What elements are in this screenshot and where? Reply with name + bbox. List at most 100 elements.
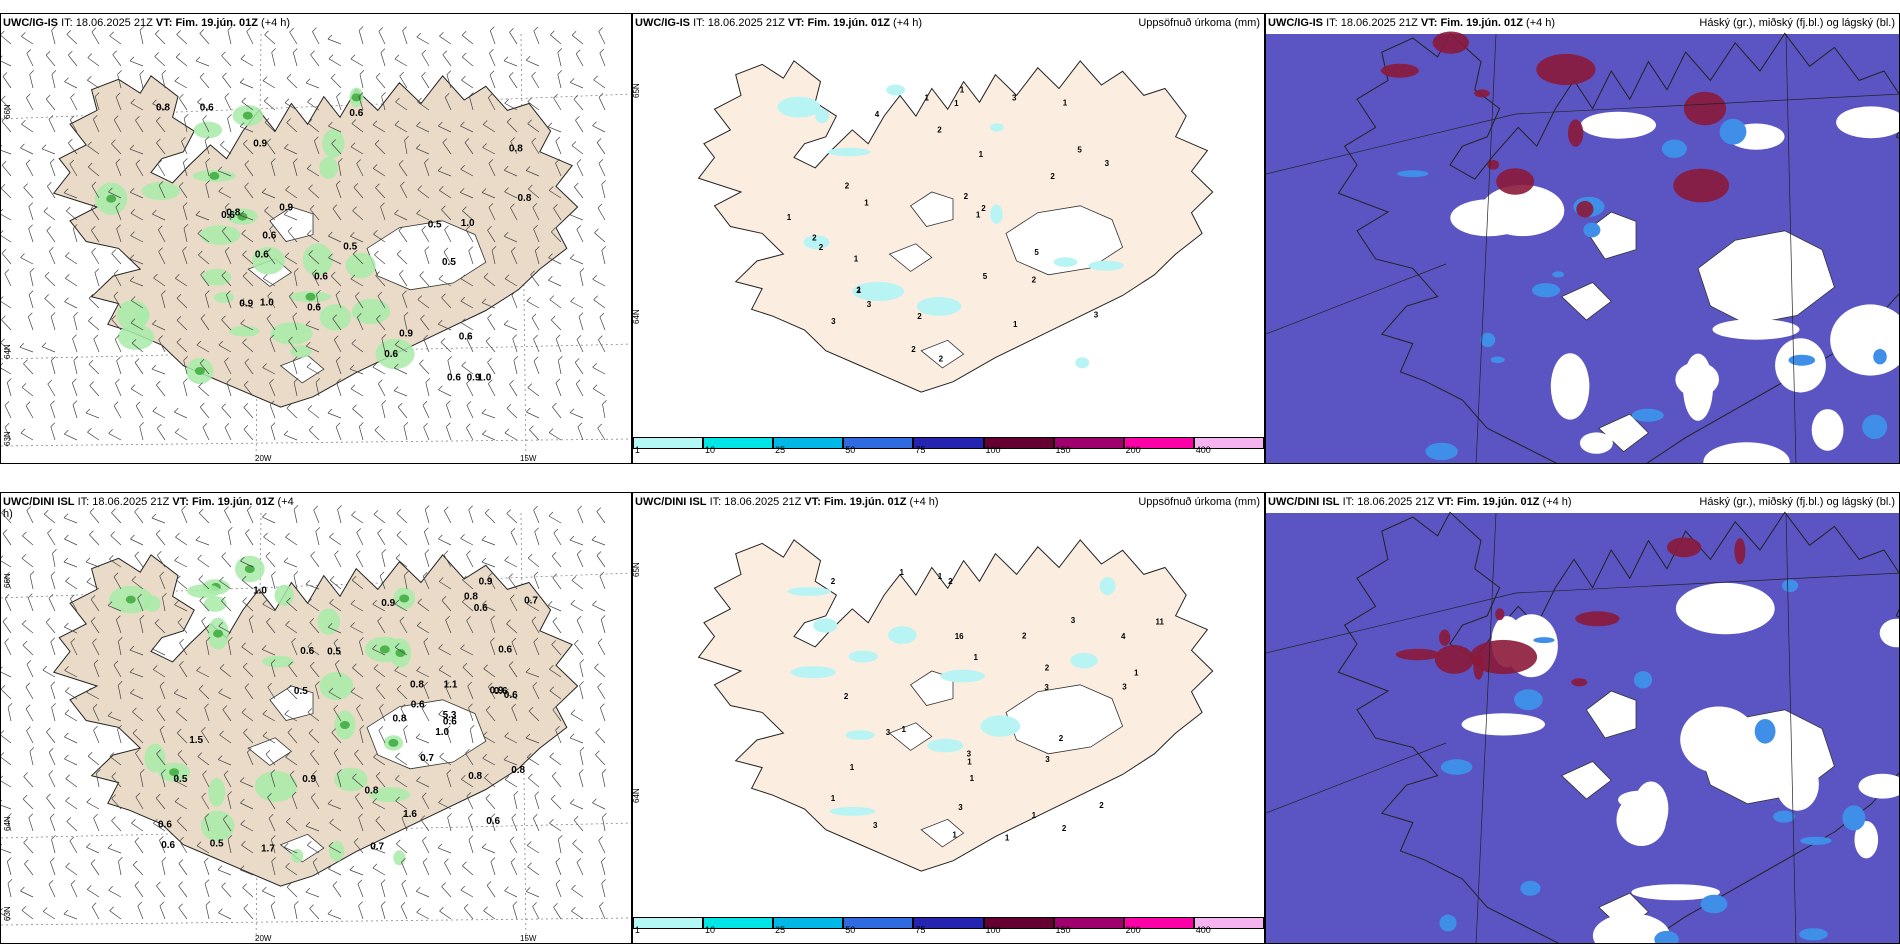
wind-barb bbox=[377, 616, 382, 622]
wind-barb bbox=[569, 412, 584, 419]
wind-barb bbox=[569, 535, 575, 541]
wind-barb bbox=[45, 50, 51, 56]
wind-barb bbox=[577, 505, 582, 511]
wind-barb bbox=[134, 551, 140, 556]
wind-barb bbox=[154, 33, 166, 45]
value-label: 0.9 bbox=[399, 329, 413, 340]
wind-barb bbox=[218, 912, 232, 920]
value-label: 5 bbox=[1077, 146, 1082, 155]
wind-barb bbox=[570, 599, 576, 605]
wind-barb bbox=[71, 382, 78, 397]
precip-area bbox=[319, 672, 354, 701]
wind-barb bbox=[578, 773, 584, 788]
wind-barb bbox=[416, 209, 421, 214]
wind-barb bbox=[468, 813, 473, 819]
glacier-outline bbox=[279, 354, 325, 384]
wind-barb bbox=[592, 278, 606, 287]
wind-barb bbox=[20, 143, 25, 149]
wind-barb bbox=[548, 279, 562, 287]
wind-barb bbox=[223, 770, 229, 776]
wind-barb bbox=[131, 822, 144, 832]
wind-barb bbox=[439, 190, 452, 199]
wind-barb bbox=[130, 538, 144, 546]
wind-barb bbox=[438, 274, 444, 280]
wind-barb bbox=[159, 901, 165, 907]
wind-barb bbox=[25, 708, 34, 722]
wind-barb bbox=[328, 864, 333, 870]
wind-barb bbox=[508, 76, 518, 89]
wind-barb bbox=[307, 405, 313, 410]
wind-barb bbox=[508, 72, 514, 77]
wind-barb bbox=[579, 663, 584, 678]
wind-barb bbox=[447, 360, 452, 375]
panel-title: Háský (gr.), miðský (fj.bl.) og lágský (… bbox=[1699, 17, 1895, 29]
wind-barb bbox=[503, 320, 509, 325]
wind-barb bbox=[469, 92, 474, 97]
wind-barb bbox=[350, 278, 364, 287]
wind-barb bbox=[487, 230, 496, 243]
value-label: 0.6 bbox=[349, 108, 363, 119]
wind-barb bbox=[48, 770, 54, 775]
wind-barb bbox=[441, 882, 446, 887]
value-label: 2 bbox=[937, 126, 942, 135]
wind-barb bbox=[21, 383, 27, 388]
wind-barb bbox=[195, 56, 201, 62]
wind-barb bbox=[333, 708, 342, 722]
wind-barb bbox=[161, 857, 167, 862]
wind-barb bbox=[140, 769, 145, 774]
wind-barb bbox=[221, 552, 226, 557]
wind-barb bbox=[335, 180, 341, 186]
wind-barb bbox=[47, 186, 56, 199]
wind-barb bbox=[377, 295, 386, 309]
mid-cloud-area bbox=[1552, 271, 1564, 278]
glacier-outline bbox=[1598, 413, 1650, 453]
wind-barb bbox=[25, 159, 31, 164]
high-cloud-area bbox=[1571, 678, 1588, 687]
precip-area bbox=[345, 252, 376, 279]
wind-barb bbox=[424, 162, 430, 177]
glacier-outline bbox=[910, 191, 954, 227]
wind-barb bbox=[1, 362, 4, 366]
wind-barb bbox=[292, 360, 298, 375]
iceland-landmass bbox=[1337, 511, 1899, 943]
wind-barb bbox=[227, 30, 232, 45]
high-cloud-area bbox=[1673, 168, 1730, 203]
wind-barb bbox=[175, 532, 180, 538]
wind-barb bbox=[159, 729, 166, 744]
wind-barb bbox=[570, 709, 576, 715]
wind-barb bbox=[551, 640, 556, 645]
wind-barb bbox=[305, 579, 311, 585]
wind-barb bbox=[1, 144, 3, 147]
wind-barb bbox=[21, 387, 34, 397]
wind-barb bbox=[558, 835, 563, 840]
wind-barb bbox=[111, 253, 122, 265]
wind-barb bbox=[509, 598, 518, 612]
wind-barb bbox=[575, 120, 584, 133]
wind-barb bbox=[334, 554, 342, 568]
panel-header: UWC/IG-IS IT: 18.06.2025 21Z VT: Fim. 19… bbox=[635, 17, 923, 29]
wind-barb bbox=[174, 776, 179, 781]
value-label: 2 bbox=[845, 182, 850, 191]
value-label: 1 bbox=[831, 794, 836, 803]
wind-barb bbox=[489, 48, 494, 54]
wind-barb bbox=[549, 752, 554, 757]
value-label: 2 bbox=[1099, 801, 1104, 810]
precip-area bbox=[209, 171, 220, 180]
precip-area bbox=[990, 123, 1004, 132]
wind-barb bbox=[482, 429, 487, 435]
wind-barb bbox=[593, 295, 598, 301]
wind-barb bbox=[596, 511, 606, 524]
wind-barb bbox=[135, 792, 141, 798]
wind-barb bbox=[91, 247, 96, 253]
wind-barb bbox=[328, 626, 342, 634]
wind-barb bbox=[309, 618, 315, 623]
wind-barb bbox=[288, 665, 298, 678]
wind-barb bbox=[72, 228, 78, 243]
wind-barb bbox=[442, 54, 452, 67]
wind-barb bbox=[107, 711, 113, 717]
wind-barb bbox=[446, 400, 451, 406]
wind-barb bbox=[89, 530, 94, 536]
wind-barb bbox=[422, 571, 428, 577]
wind-barb bbox=[527, 845, 540, 854]
wind-barb bbox=[395, 97, 400, 103]
